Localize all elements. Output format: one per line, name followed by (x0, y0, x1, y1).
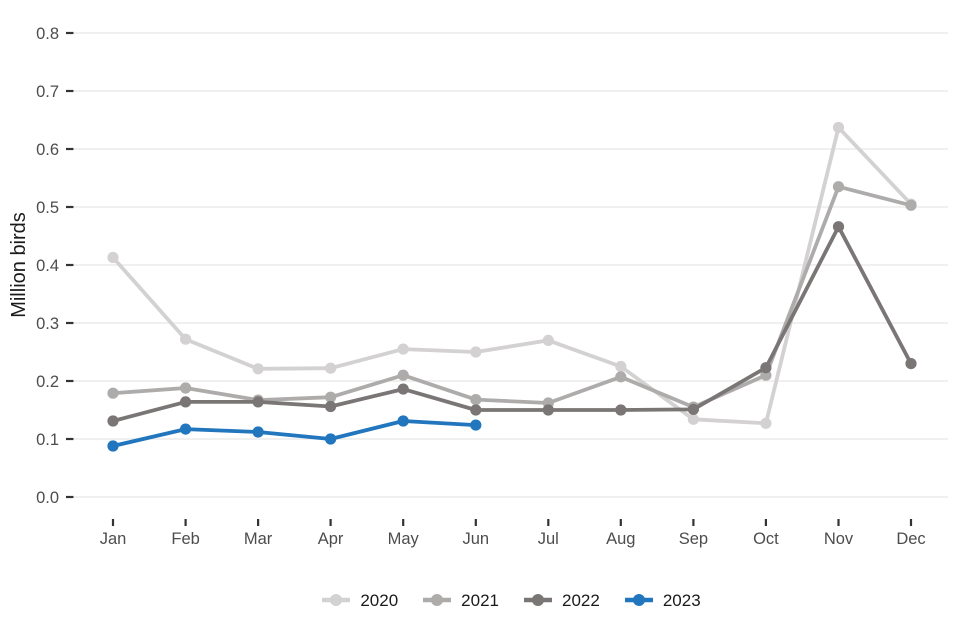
legend-key-dot (632, 594, 645, 606)
x-tick-label: Apr (318, 530, 344, 548)
series-line-2020 (111, 125, 913, 426)
data-point-2020 (397, 343, 409, 355)
x-tick-label: Jun (462, 530, 489, 548)
data-point-2023 (470, 419, 482, 431)
data-point-2022 (325, 400, 337, 413)
y-tick-label: 0.4 (36, 257, 59, 275)
series-line-2022 (111, 224, 913, 423)
legend-key (322, 594, 351, 606)
data-point-2022 (687, 403, 700, 415)
data-point-2021 (905, 199, 917, 211)
x-tick-label: Feb (171, 530, 199, 548)
series-line-2023 (111, 419, 478, 448)
data-point-2020 (107, 251, 119, 264)
data-point-2021 (397, 369, 409, 381)
legend-label: 2023 (662, 590, 701, 610)
series-line-2021 (111, 184, 913, 409)
y-tick-label: 0.6 (36, 141, 59, 159)
legend-item-2020: 2020 (321, 592, 398, 609)
x-tick-label: Mar (244, 530, 273, 548)
legend-item-2023: 2023 (624, 592, 701, 609)
x-tick-label: Dec (896, 530, 925, 548)
data-point-2020 (542, 334, 554, 346)
data-point-2022 (832, 221, 845, 233)
data-point-2021 (615, 371, 627, 383)
data-point-2022 (180, 396, 192, 408)
y-tick-label: 0.1 (36, 431, 59, 449)
data-point-2023 (252, 426, 264, 438)
legend-item-2022: 2022 (523, 592, 600, 609)
y-tick-label: 0.8 (36, 25, 59, 43)
data-point-2023 (107, 440, 119, 452)
x-tick-label: May (388, 530, 420, 548)
data-point-2021 (325, 391, 337, 403)
data-point-2021 (180, 382, 192, 394)
data-point-2020 (325, 362, 337, 374)
x-tick-label: Aug (606, 530, 635, 548)
legend-key-dot (431, 594, 444, 606)
x-tick-label: Oct (753, 530, 779, 548)
y-axis-title: Million birds (8, 212, 30, 318)
legend-key (624, 594, 653, 606)
data-point-2022 (252, 396, 264, 408)
data-point-2022 (107, 415, 119, 427)
y-tick-label: 0.2 (36, 373, 59, 391)
data-point-2023 (397, 415, 409, 427)
legend-label: 2022 (562, 590, 600, 610)
data-point-2022 (470, 404, 482, 416)
x-tick-label: Jan (100, 530, 127, 548)
data-point-2021 (107, 387, 119, 399)
x-tick-label: Jul (538, 530, 559, 548)
data-point-2020 (760, 417, 772, 429)
data-point-2022 (542, 404, 554, 416)
data-point-2020 (615, 360, 627, 373)
legend-key (423, 594, 452, 606)
data-point-2020 (180, 333, 192, 345)
y-tick-label: 0.7 (36, 83, 59, 101)
data-point-2023 (180, 423, 192, 435)
legend-key-dot (330, 594, 343, 606)
data-point-2020 (252, 363, 264, 375)
legend-item-2021: 2021 (422, 592, 499, 609)
data-point-2022 (760, 362, 772, 374)
data-point-2021 (470, 394, 482, 406)
x-tick-label: Nov (824, 530, 854, 548)
y-tick-label: 0.0 (36, 489, 59, 507)
data-point-2020 (470, 346, 482, 358)
data-point-2020 (832, 121, 845, 134)
chart-legend: 2020 2021 2022 2023 (74, 588, 948, 612)
y-tick-label: 0.3 (36, 315, 59, 333)
y-tick-label: 0.5 (36, 199, 59, 217)
data-point-2022 (905, 358, 917, 370)
legend-label: 2020 (360, 590, 399, 610)
legend-label: 2021 (461, 590, 499, 610)
legend-key (524, 594, 552, 606)
data-point-2023 (325, 433, 337, 445)
data-point-2020 (687, 413, 700, 425)
data-point-2022 (615, 404, 627, 416)
x-tick-label: Sep (679, 530, 708, 548)
chart-canvas: 0.0 0.1 0.2 0.3 0.4 0.5 0.6 0.7 0.8 Jan Feb Mar Apr M… (8, 25, 948, 548)
data-point-2021 (832, 181, 845, 193)
data-point-2022 (397, 383, 409, 395)
legend-key-dot (532, 594, 544, 606)
